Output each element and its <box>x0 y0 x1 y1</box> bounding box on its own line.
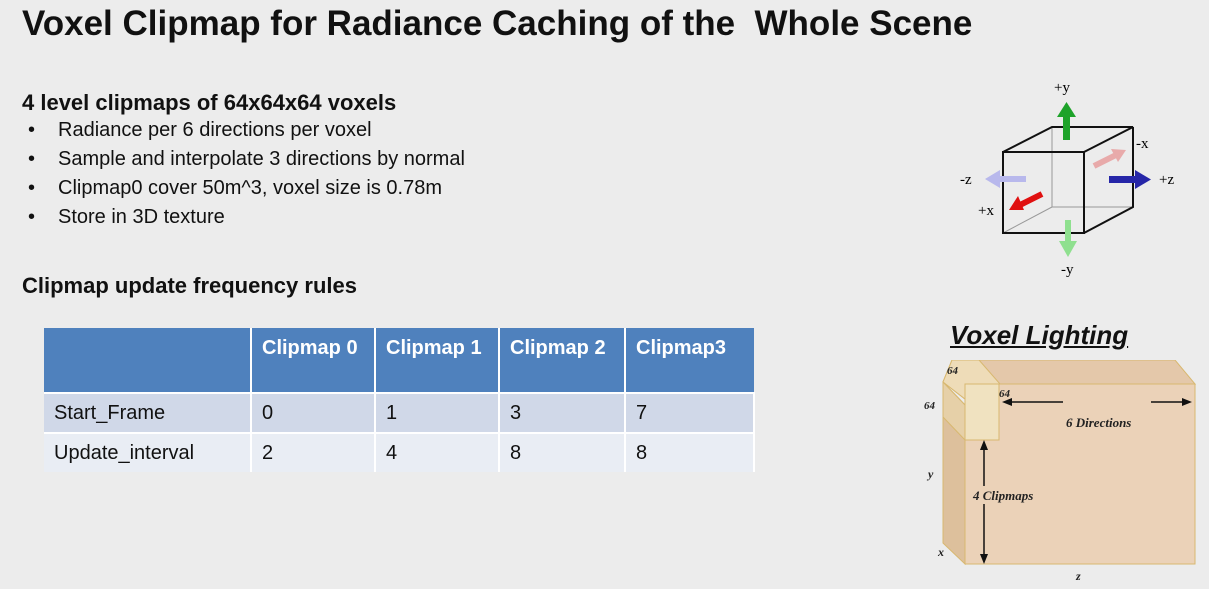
label-dim-left: 64 <box>924 400 936 412</box>
label-axis-y: y <box>926 467 934 481</box>
bullet-item: Sample and interpolate 3 directions by n… <box>22 145 465 174</box>
table-header: Clipmap 0 <box>251 328 376 393</box>
bullet-item: Radiance per 6 directions per voxel <box>22 116 465 145</box>
label-minus-y: -y <box>1061 262 1074 278</box>
label-axis-z: z <box>1075 569 1081 583</box>
update-frequency-table: Clipmap 0 Clipmap 1 Clipmap 2 Clipmap3 S… <box>44 328 755 472</box>
table-header: Clipmap 2 <box>499 328 626 393</box>
arrow-minus-z-icon <box>985 170 1026 188</box>
label-dim-top: 64 <box>947 365 959 377</box>
label-plus-z: +z <box>1159 172 1174 188</box>
table-cell: 0 <box>251 392 376 433</box>
table-header: Clipmap3 <box>625 328 754 393</box>
bullet-item: Store in 3D texture <box>22 203 465 232</box>
label-plus-y: +y <box>1054 80 1070 96</box>
voxel-lighting-title: Voxel Lighting <box>950 320 1129 350</box>
table-cell: 8 <box>499 432 626 472</box>
table-row: Start_Frame 0 1 3 7 <box>44 392 755 433</box>
table-cell: 3 <box>499 392 626 433</box>
table-header <box>44 328 252 393</box>
label-4-clipmaps: 4 Clipmaps <box>972 488 1033 503</box>
label-dim-depth: 64 <box>999 388 1011 400</box>
slide-title: Voxel Clipmap for Radiance Caching of th… <box>22 4 973 43</box>
table-header: Clipmap 1 <box>375 328 500 393</box>
table-cell: 2 <box>251 432 376 472</box>
table-row: Update_interval 2 4 8 8 <box>44 432 755 472</box>
label-plus-x: +x <box>978 203 994 219</box>
table-cell: 8 <box>625 432 755 472</box>
table-header-row: Clipmap 0 Clipmap 1 Clipmap 2 Clipmap3 <box>44 328 754 393</box>
table-cell: Update_interval <box>44 432 252 472</box>
bullet-list: Radiance per 6 directions per voxel Samp… <box>22 116 465 232</box>
voxel-lighting-diagram: 6 Directions 4 Clipmaps 64 64 64 y x z <box>924 360 1197 583</box>
label-minus-z: -z <box>960 172 972 188</box>
arrow-plus-x-icon <box>1009 191 1044 210</box>
table-cell: Start_Frame <box>44 392 252 433</box>
cube-direction-diagram: +y -y +x -x +z -z <box>960 80 1174 278</box>
arrow-minus-x-icon <box>1092 149 1126 169</box>
label-axis-x: x <box>937 545 944 559</box>
table-cell: 4 <box>375 432 500 472</box>
bullet-item: Clipmap0 cover 50m^3, voxel size is 0.78… <box>22 174 465 203</box>
arrow-plus-y-icon <box>1057 102 1076 140</box>
label-minus-x: -x <box>1136 136 1149 152</box>
arrow-minus-y-icon <box>1059 220 1077 257</box>
table-cell: 7 <box>625 392 755 433</box>
arrow-plus-z-icon <box>1109 170 1151 189</box>
section-heading-update-rules: Clipmap update frequency rules <box>22 273 357 298</box>
section-heading-clipmaps: 4 level clipmaps of 64x64x64 voxels <box>22 90 397 115</box>
table-cell: 1 <box>375 392 500 433</box>
cube-outline <box>1002 126 1134 234</box>
label-6-directions: 6 Directions <box>1066 415 1131 430</box>
